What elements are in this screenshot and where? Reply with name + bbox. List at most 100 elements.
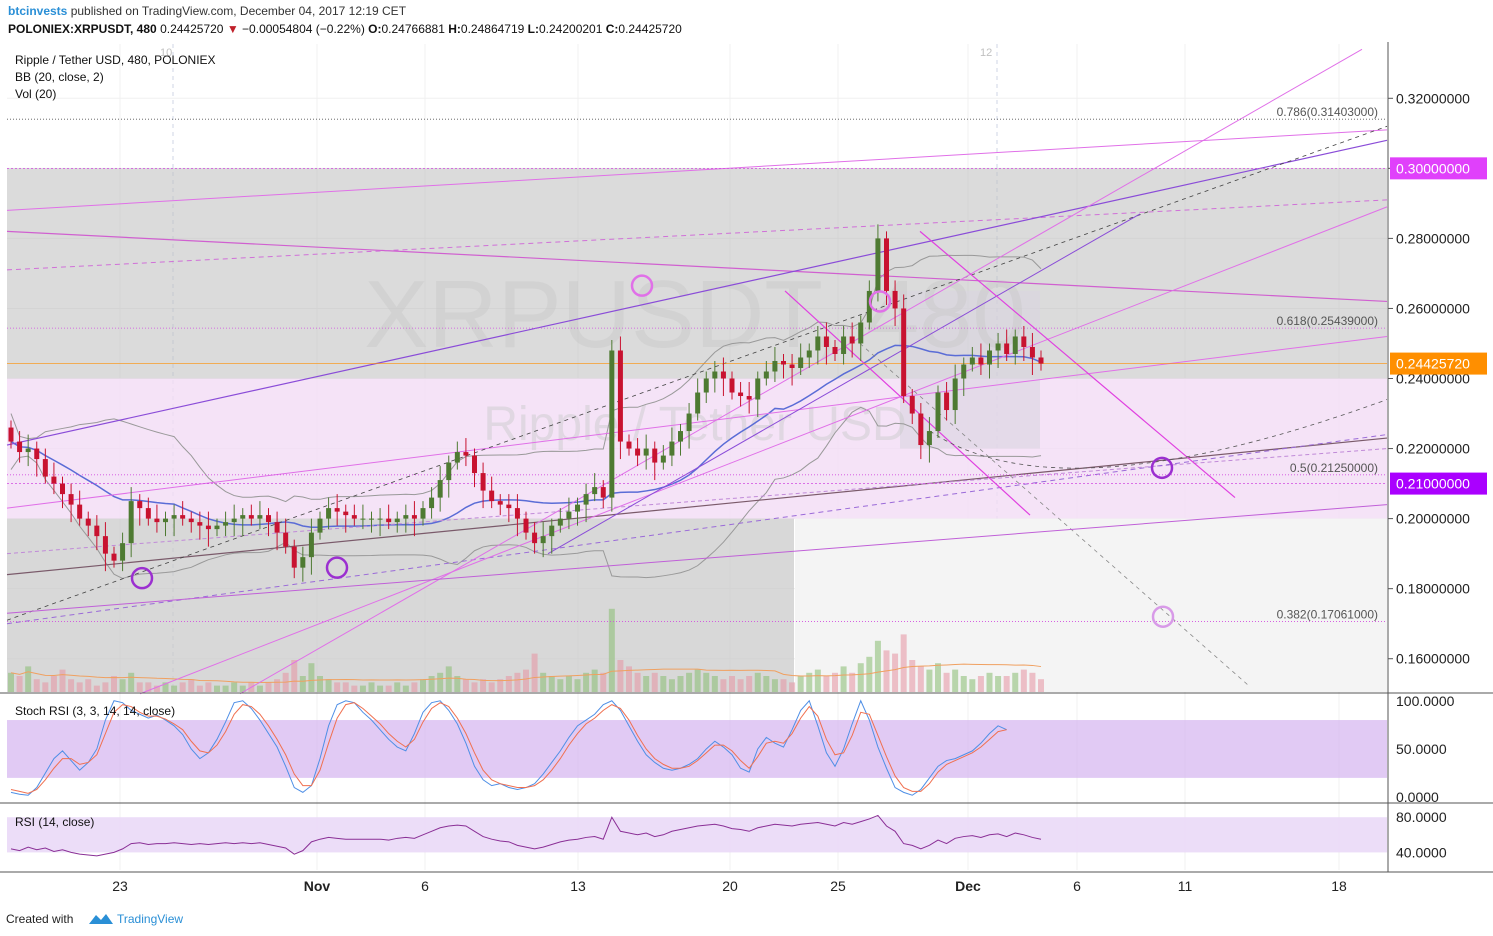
candle-body — [308, 532, 314, 558]
candle-body — [969, 357, 975, 365]
candle-body — [815, 336, 821, 351]
vol-legend: Vol (20) — [15, 87, 57, 101]
volume-bar — [943, 672, 950, 692]
fib-label: 0.5(0.21250000) — [1290, 461, 1378, 475]
candle-body — [609, 350, 615, 498]
price-tick-label: 0.26000000 — [1396, 300, 1470, 316]
candle-body — [987, 350, 992, 365]
volume-bar — [1012, 672, 1019, 692]
volume-bar — [1020, 669, 1027, 692]
candle-body — [823, 336, 829, 347]
symbol-label: POLONIEX:XRPUSDT, 480 — [8, 22, 157, 36]
steep-line-1 — [139, 206, 1388, 695]
volume-bar — [977, 676, 984, 692]
publish-info: published on TradingView.com, December 0… — [70, 4, 407, 18]
bb-lower — [10, 406, 1042, 580]
volume-bar — [299, 676, 306, 692]
marker-circle — [325, 556, 349, 579]
fib-label: 0.786(0.31403000) — [1277, 105, 1378, 119]
volume-bar — [935, 663, 941, 692]
candle-body — [918, 413, 924, 446]
down-arrow-icon: ▼ — [226, 22, 239, 36]
candle-body — [17, 441, 23, 453]
volume-bar — [574, 679, 581, 692]
candle-body — [995, 343, 1001, 351]
price-axis: 0.32000000 0.30000000 0.28000000 0.26000000… — [1387, 42, 1487, 872]
long-support-line — [6, 437, 1388, 576]
volume-bar — [591, 669, 598, 692]
volume-bar — [917, 666, 924, 692]
candle-body — [77, 504, 83, 519]
publish-line: btcinvests published on TradingView.com,… — [8, 4, 406, 18]
volume-bar — [222, 685, 229, 692]
volume-bar — [377, 685, 384, 692]
candle-body — [60, 483, 65, 495]
volume-bar — [231, 682, 238, 692]
candle-body — [231, 518, 237, 523]
volume-bar — [196, 685, 203, 692]
candle-body — [300, 557, 306, 568]
fib-levels: 0.786(0.31403000) 0.618(0.25439000) 0.5(0.… — [7, 105, 1387, 622]
upper-channel — [6, 129, 1388, 211]
level-tag-021 — [1390, 472, 1487, 495]
low-label: L: — [527, 22, 539, 36]
volume-bar — [33, 679, 40, 692]
candle-body — [326, 508, 332, 519]
candle-body — [909, 396, 915, 414]
volume-bar — [737, 679, 744, 692]
volume-bar — [797, 676, 804, 692]
author-link[interactable]: btcinvests — [8, 4, 68, 18]
candle-body — [248, 515, 254, 519]
candle-body — [394, 518, 400, 523]
candle-body — [283, 532, 289, 547]
volume-bar — [832, 672, 838, 692]
candle-body — [772, 360, 778, 372]
volume-bar — [411, 682, 418, 692]
time-tick-label: 23 — [112, 878, 128, 894]
volume-bar — [42, 682, 49, 692]
volume-bar — [68, 679, 75, 692]
time-tick-label: Dec — [955, 878, 981, 894]
volume-bar — [334, 682, 341, 692]
candle-body — [377, 518, 383, 520]
candle-body — [223, 522, 229, 526]
candle-body — [360, 518, 366, 520]
candle-body — [334, 508, 340, 512]
candle-body — [369, 518, 374, 520]
candle-body — [866, 290, 872, 323]
candle-body — [171, 515, 177, 519]
main-title: Ripple / Tether USD, 480, POLONIEX — [15, 53, 216, 67]
high-value: 0.24864719 — [460, 22, 525, 36]
volume-bar — [420, 679, 426, 692]
tradingview-link[interactable]: TradingView — [117, 912, 184, 926]
price-chart[interactable]: 10 12 XRPUSDT, 480 Ripple / Tether USD 0.… — [0, 42, 1493, 902]
volume-bar — [102, 682, 109, 692]
candle-body — [497, 501, 503, 505]
candles — [8, 224, 1044, 582]
candle-body — [257, 515, 263, 519]
volume-bar — [205, 682, 212, 692]
dashed-fall — [859, 343, 1251, 688]
volume-bar — [462, 679, 469, 692]
volume-bar — [368, 682, 375, 692]
volume-bar — [866, 656, 873, 692]
volume-bar — [565, 676, 572, 692]
candle-body — [763, 371, 769, 379]
volume-bar — [660, 676, 667, 692]
candle-body — [480, 473, 486, 491]
volume-bar — [694, 669, 701, 692]
volume-bar — [188, 679, 195, 692]
watermark-name: Ripple / Tether USD — [483, 398, 906, 451]
candle-body — [806, 350, 812, 358]
candle-body — [120, 543, 126, 561]
candle-body — [901, 308, 907, 397]
price-tick-label: 0.22000000 — [1396, 441, 1470, 457]
high-label: H: — [448, 22, 461, 36]
candle-body — [25, 448, 31, 453]
volume-bar — [1029, 672, 1036, 692]
candle-body — [978, 357, 984, 365]
candle-body — [1021, 336, 1027, 347]
footer: Created with TradingView — [0, 902, 1493, 936]
candle-body — [926, 431, 932, 446]
volume-bar — [926, 669, 933, 692]
